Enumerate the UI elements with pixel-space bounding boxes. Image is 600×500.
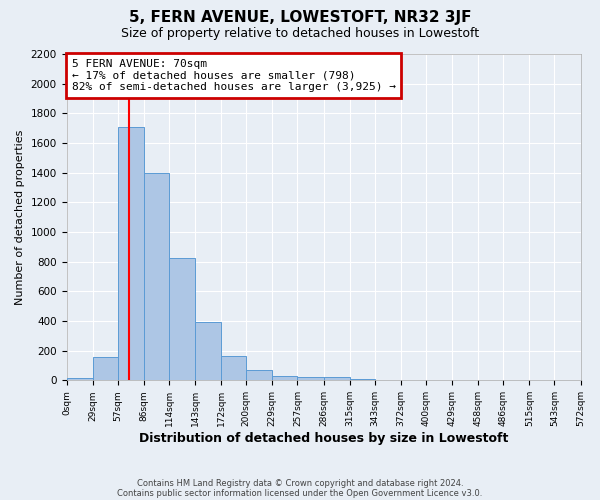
Bar [246, 370, 272, 380]
Bar [118, 126, 144, 380]
Bar [272, 376, 298, 380]
Text: Size of property relative to detached houses in Lowestoft: Size of property relative to detached ho… [121, 28, 479, 40]
Y-axis label: Number of detached properties: Number of detached properties [15, 130, 25, 305]
Text: Contains HM Land Registry data © Crown copyright and database right 2024.: Contains HM Land Registry data © Crown c… [137, 478, 463, 488]
X-axis label: Distribution of detached houses by size in Lowestoft: Distribution of detached houses by size … [139, 432, 508, 445]
Bar [195, 322, 221, 380]
Bar [169, 258, 195, 380]
Bar [221, 356, 246, 380]
Bar [298, 378, 323, 380]
Bar [323, 376, 350, 380]
Bar [144, 172, 169, 380]
Bar [67, 378, 92, 380]
Text: 5 FERN AVENUE: 70sqm
← 17% of detached houses are smaller (798)
82% of semi-deta: 5 FERN AVENUE: 70sqm ← 17% of detached h… [71, 59, 395, 92]
Bar [350, 378, 375, 380]
Bar [92, 358, 118, 380]
Text: Contains public sector information licensed under the Open Government Licence v3: Contains public sector information licen… [118, 488, 482, 498]
Text: 5, FERN AVENUE, LOWESTOFT, NR32 3JF: 5, FERN AVENUE, LOWESTOFT, NR32 3JF [129, 10, 471, 25]
